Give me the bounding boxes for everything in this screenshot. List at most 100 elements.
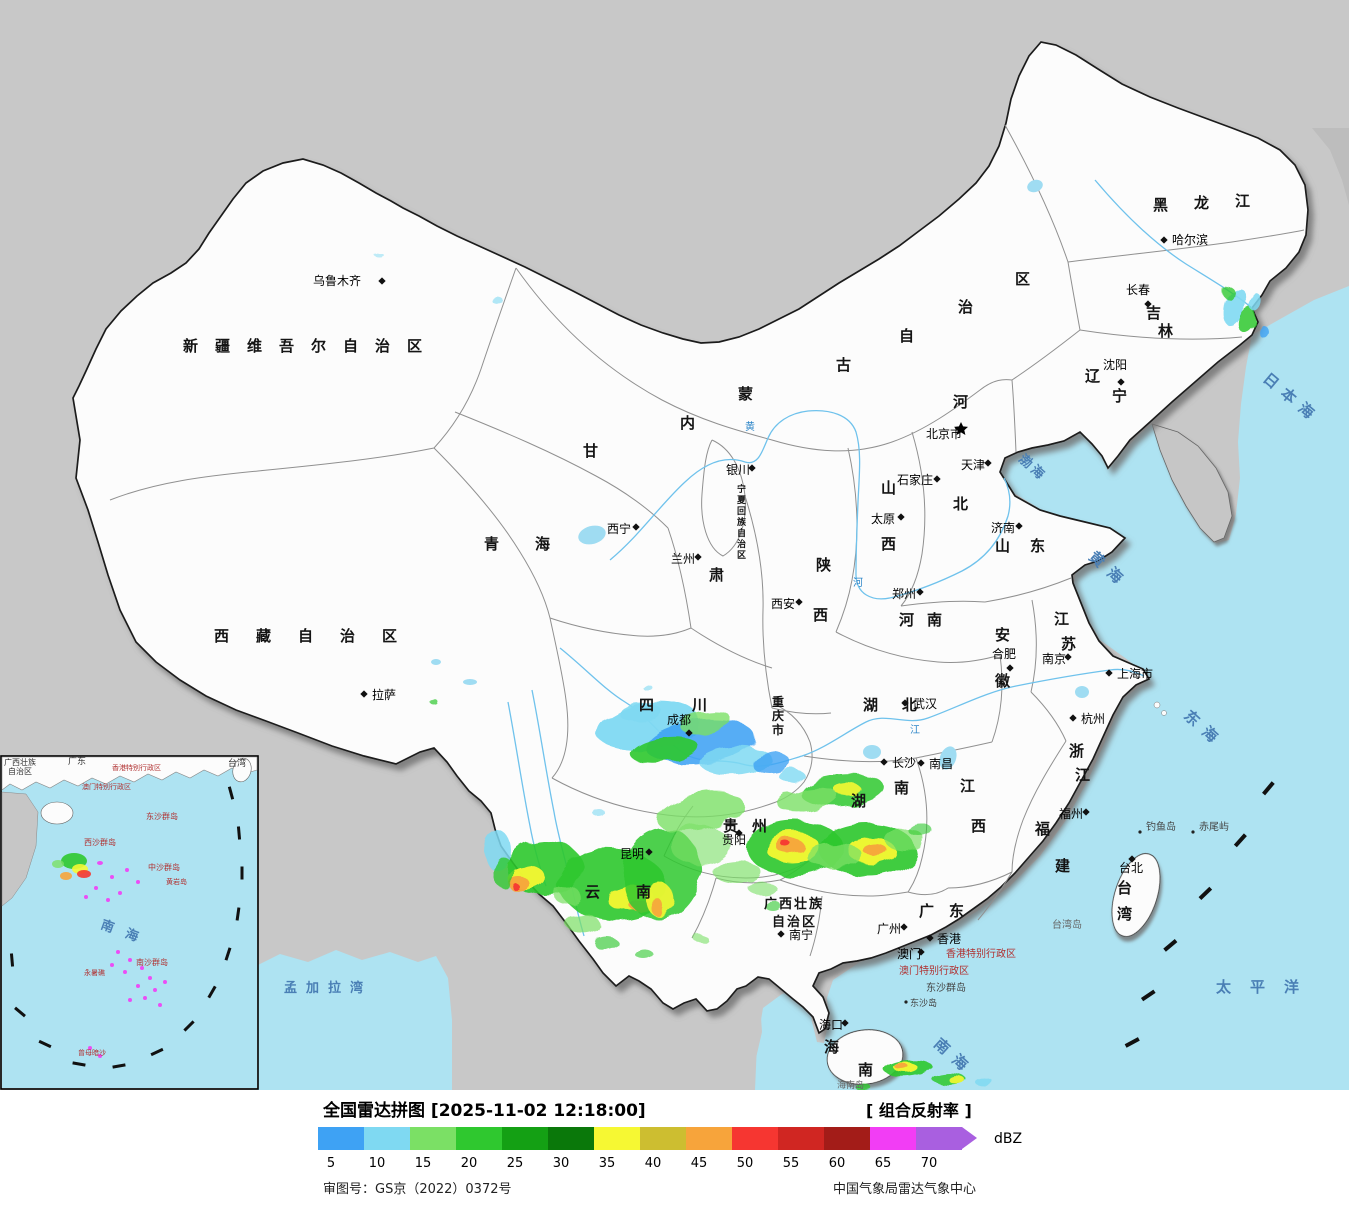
dbz-tick-50: 50 bbox=[736, 1156, 754, 1171]
city-marker-icon bbox=[900, 923, 908, 931]
province-label: 江 bbox=[960, 777, 975, 795]
radar-echo bbox=[158, 1003, 162, 1007]
province-label: 宁 bbox=[1112, 387, 1127, 405]
city-label: 澳门 bbox=[897, 946, 921, 961]
province-label: 西 bbox=[971, 817, 986, 835]
province-label: 西 bbox=[881, 535, 896, 553]
radar-echo bbox=[778, 787, 838, 813]
dbz-cell-35 bbox=[594, 1127, 640, 1150]
radar-echo-layer bbox=[375, 254, 1267, 1089]
radar-echo bbox=[116, 950, 120, 954]
misc-label: 澳门特别行政区 bbox=[899, 964, 969, 977]
province-label: 山 bbox=[881, 479, 896, 497]
inset-label: 南沙群岛 bbox=[136, 957, 168, 967]
city-label: 西安 bbox=[771, 596, 795, 611]
bay-of-bengal bbox=[252, 950, 452, 1090]
radar-echo bbox=[428, 697, 436, 703]
province-label: 古 bbox=[836, 356, 851, 374]
radar-echo bbox=[565, 912, 601, 936]
city-marker-icon bbox=[1128, 855, 1136, 863]
radar-echo bbox=[618, 702, 662, 722]
indochina-land bbox=[540, 978, 762, 1090]
radar-echo bbox=[782, 842, 792, 848]
province-label: 陕 bbox=[816, 556, 831, 574]
city-label: 拉萨 bbox=[372, 687, 396, 702]
province-label: 西藏自治区 bbox=[214, 627, 424, 645]
city-label: 香港 bbox=[937, 932, 961, 946]
dbz-tick-60: 60 bbox=[828, 1156, 846, 1171]
city-marker-icon bbox=[897, 513, 905, 521]
korea-peninsula bbox=[1151, 423, 1233, 543]
agency-credit: 中国气象局雷达气象中心 bbox=[833, 1182, 977, 1197]
radar-echo bbox=[765, 901, 781, 911]
inset-label: 澳门特别行政区 bbox=[82, 782, 131, 791]
city-label: 天津 bbox=[961, 458, 985, 472]
radar-echo bbox=[1223, 285, 1233, 299]
radar-echo bbox=[670, 825, 730, 865]
dbz-cell-65 bbox=[870, 1127, 916, 1150]
radar-echo bbox=[118, 891, 122, 895]
radar-echo bbox=[863, 844, 887, 856]
river-label: 江 bbox=[910, 724, 920, 736]
province-label: 安 bbox=[995, 626, 1010, 644]
city-marker-icon bbox=[901, 699, 909, 707]
city-label: 西宁 bbox=[607, 521, 631, 536]
radar-echo bbox=[779, 769, 805, 783]
radar-echo bbox=[555, 887, 581, 905]
sea-label: 孟加拉湾 bbox=[284, 980, 372, 996]
radar-echo bbox=[807, 843, 863, 869]
ryukyu-islands-dashes bbox=[1124, 781, 1275, 1048]
radar-echo bbox=[125, 868, 129, 872]
dbz-tick-65: 65 bbox=[874, 1156, 892, 1171]
zhoushan-island bbox=[1153, 701, 1161, 709]
radar-echo bbox=[143, 996, 147, 1000]
inset-map bbox=[0, 755, 259, 1090]
diaoyu-island-dot bbox=[1138, 830, 1142, 834]
province-label: 重庆市 bbox=[771, 694, 784, 737]
ocean bbox=[755, 286, 1349, 1090]
radar-echo bbox=[60, 872, 72, 880]
city-marker-icon bbox=[795, 598, 803, 606]
dbz-tick-20: 20 bbox=[460, 1156, 478, 1171]
city-marker-icon bbox=[748, 464, 756, 472]
dbz-cell-10 bbox=[364, 1127, 410, 1150]
province-label: 青海 bbox=[484, 535, 586, 553]
radar-echo bbox=[491, 297, 503, 303]
radar-echo bbox=[595, 937, 619, 951]
province-label: 福 bbox=[1034, 820, 1050, 838]
dbz-tick-55: 55 bbox=[782, 1156, 800, 1171]
radar-echo bbox=[950, 1077, 966, 1085]
city-label: 沈阳 bbox=[1103, 357, 1127, 372]
yellow-river bbox=[609, 409, 1011, 600]
dongting-lake bbox=[863, 745, 881, 759]
province-label: 浙 bbox=[1069, 742, 1084, 760]
radar-echo bbox=[894, 1063, 908, 1069]
inset-label: 自治区 bbox=[8, 766, 32, 776]
province-label: 新疆维吾尔自治区 bbox=[183, 337, 439, 355]
city-marker-icon bbox=[933, 475, 941, 483]
city-label: 石家庄 bbox=[897, 472, 933, 487]
radar-echo bbox=[512, 884, 520, 890]
city-label: 台北 bbox=[1119, 860, 1143, 875]
city-layer: 乌鲁木齐哈尔滨长春沈阳北京市天津石家庄太原济南郑州西安银川兰州西宁拉萨成都武汉合… bbox=[313, 232, 1208, 1032]
city-label: 南昌 bbox=[929, 756, 953, 771]
radar-echo bbox=[854, 1083, 870, 1089]
province-label: 海 bbox=[824, 1038, 839, 1056]
taiwan-island bbox=[1111, 853, 1161, 937]
city-label: 海口 bbox=[819, 1017, 843, 1032]
dbz-cell-55 bbox=[778, 1127, 824, 1150]
city-label: 郑州 bbox=[892, 586, 916, 601]
tibet-lake bbox=[431, 659, 441, 665]
inset-label: 广东 bbox=[68, 755, 86, 767]
city-label: 上海市 bbox=[1117, 666, 1153, 681]
radar-echo bbox=[651, 900, 665, 916]
radar-echo bbox=[77, 870, 91, 878]
inset-radar-echoes bbox=[52, 853, 167, 1058]
radar-echo bbox=[98, 1054, 102, 1058]
province-label: 林 bbox=[1158, 322, 1174, 340]
tibet-lake bbox=[463, 679, 477, 685]
map-title: 全国雷达拼图 [2025-11-02 12:18:00] bbox=[323, 1101, 646, 1121]
province-label: 北 bbox=[953, 495, 968, 513]
